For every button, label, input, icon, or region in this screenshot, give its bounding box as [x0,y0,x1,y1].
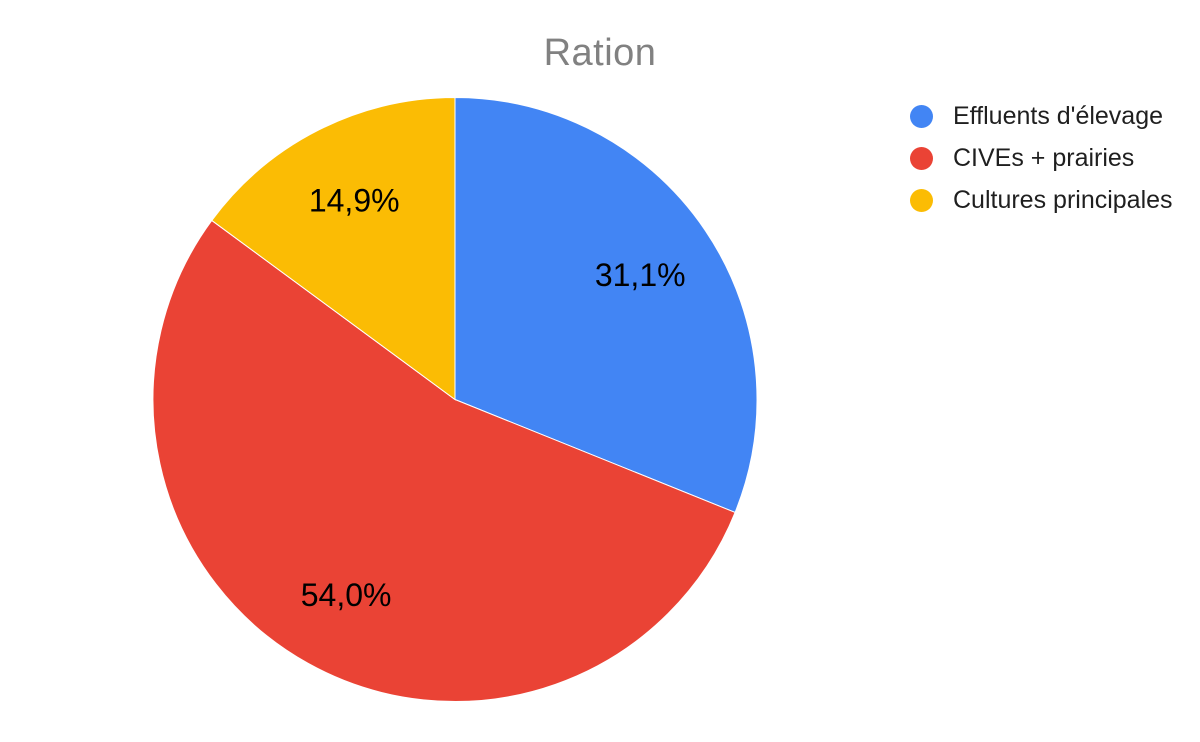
legend-item-2[interactable]: CIVEs + prairies [910,137,1173,179]
pie-slice-1[interactable] [454,96,758,514]
slice-percent-label: 31,1% [595,257,686,293]
legend-swatch-icon [910,188,933,212]
legend-item-1[interactable]: Effluents d'élevage [910,95,1173,137]
slice-percent-label: 54,0% [301,577,392,613]
legend-label: Effluents d'élevage [953,101,1164,130]
legend-item-3[interactable]: Cultures principales [910,179,1173,221]
legend-swatch-icon [910,104,933,128]
legend-label: Cultures principales [953,185,1173,214]
pie-slice-2[interactable] [152,219,736,702]
slice-percent-label: 14,9% [309,183,400,219]
chart-title: Ration [543,32,657,74]
pie-slice-3[interactable] [211,96,456,401]
legend-label: CIVEs + prairies [953,143,1135,172]
legend: Effluents d'élevage CIVEs + prairies Cultu… [910,95,1173,221]
legend-swatch-icon [910,146,933,170]
